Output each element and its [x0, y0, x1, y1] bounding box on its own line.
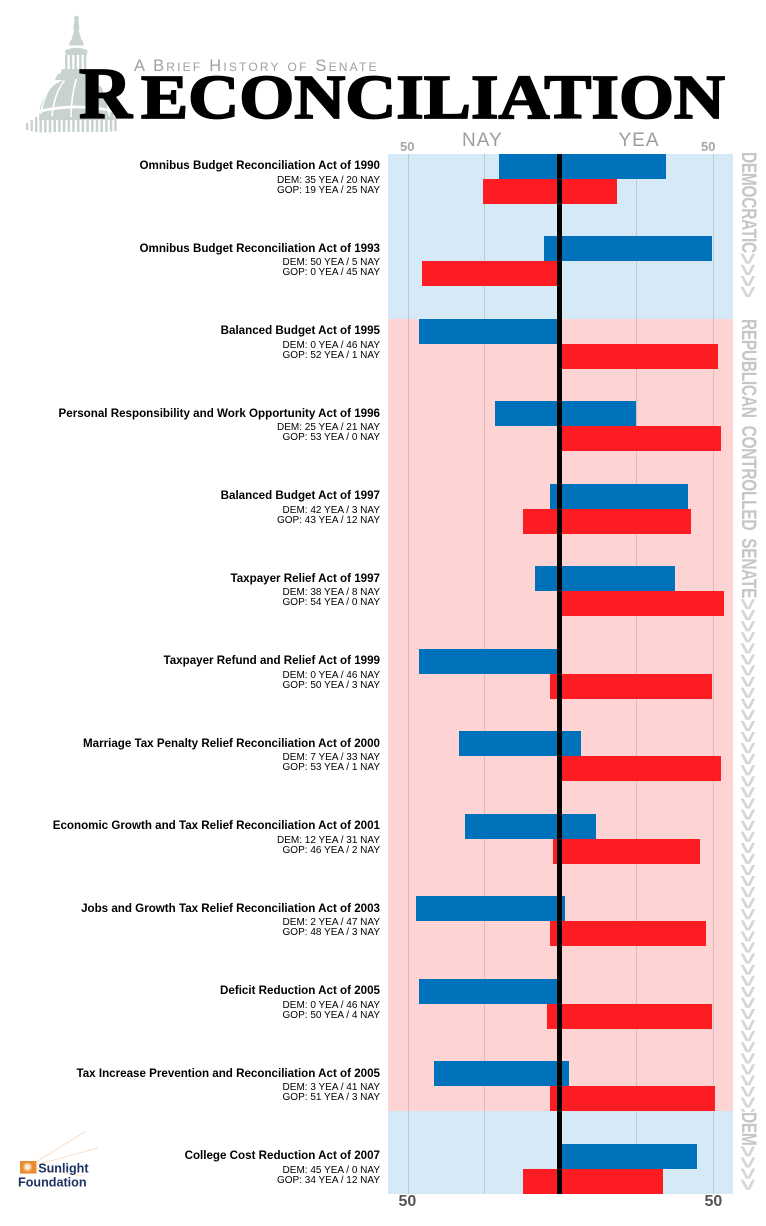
svg-text:Sunlight: Sunlight — [38, 1162, 89, 1176]
svg-text:R: R — [79, 53, 133, 134]
svg-text:Foundation: Foundation — [18, 1175, 87, 1189]
svg-text:ECONCILIATION: ECONCILIATION — [141, 62, 725, 132]
